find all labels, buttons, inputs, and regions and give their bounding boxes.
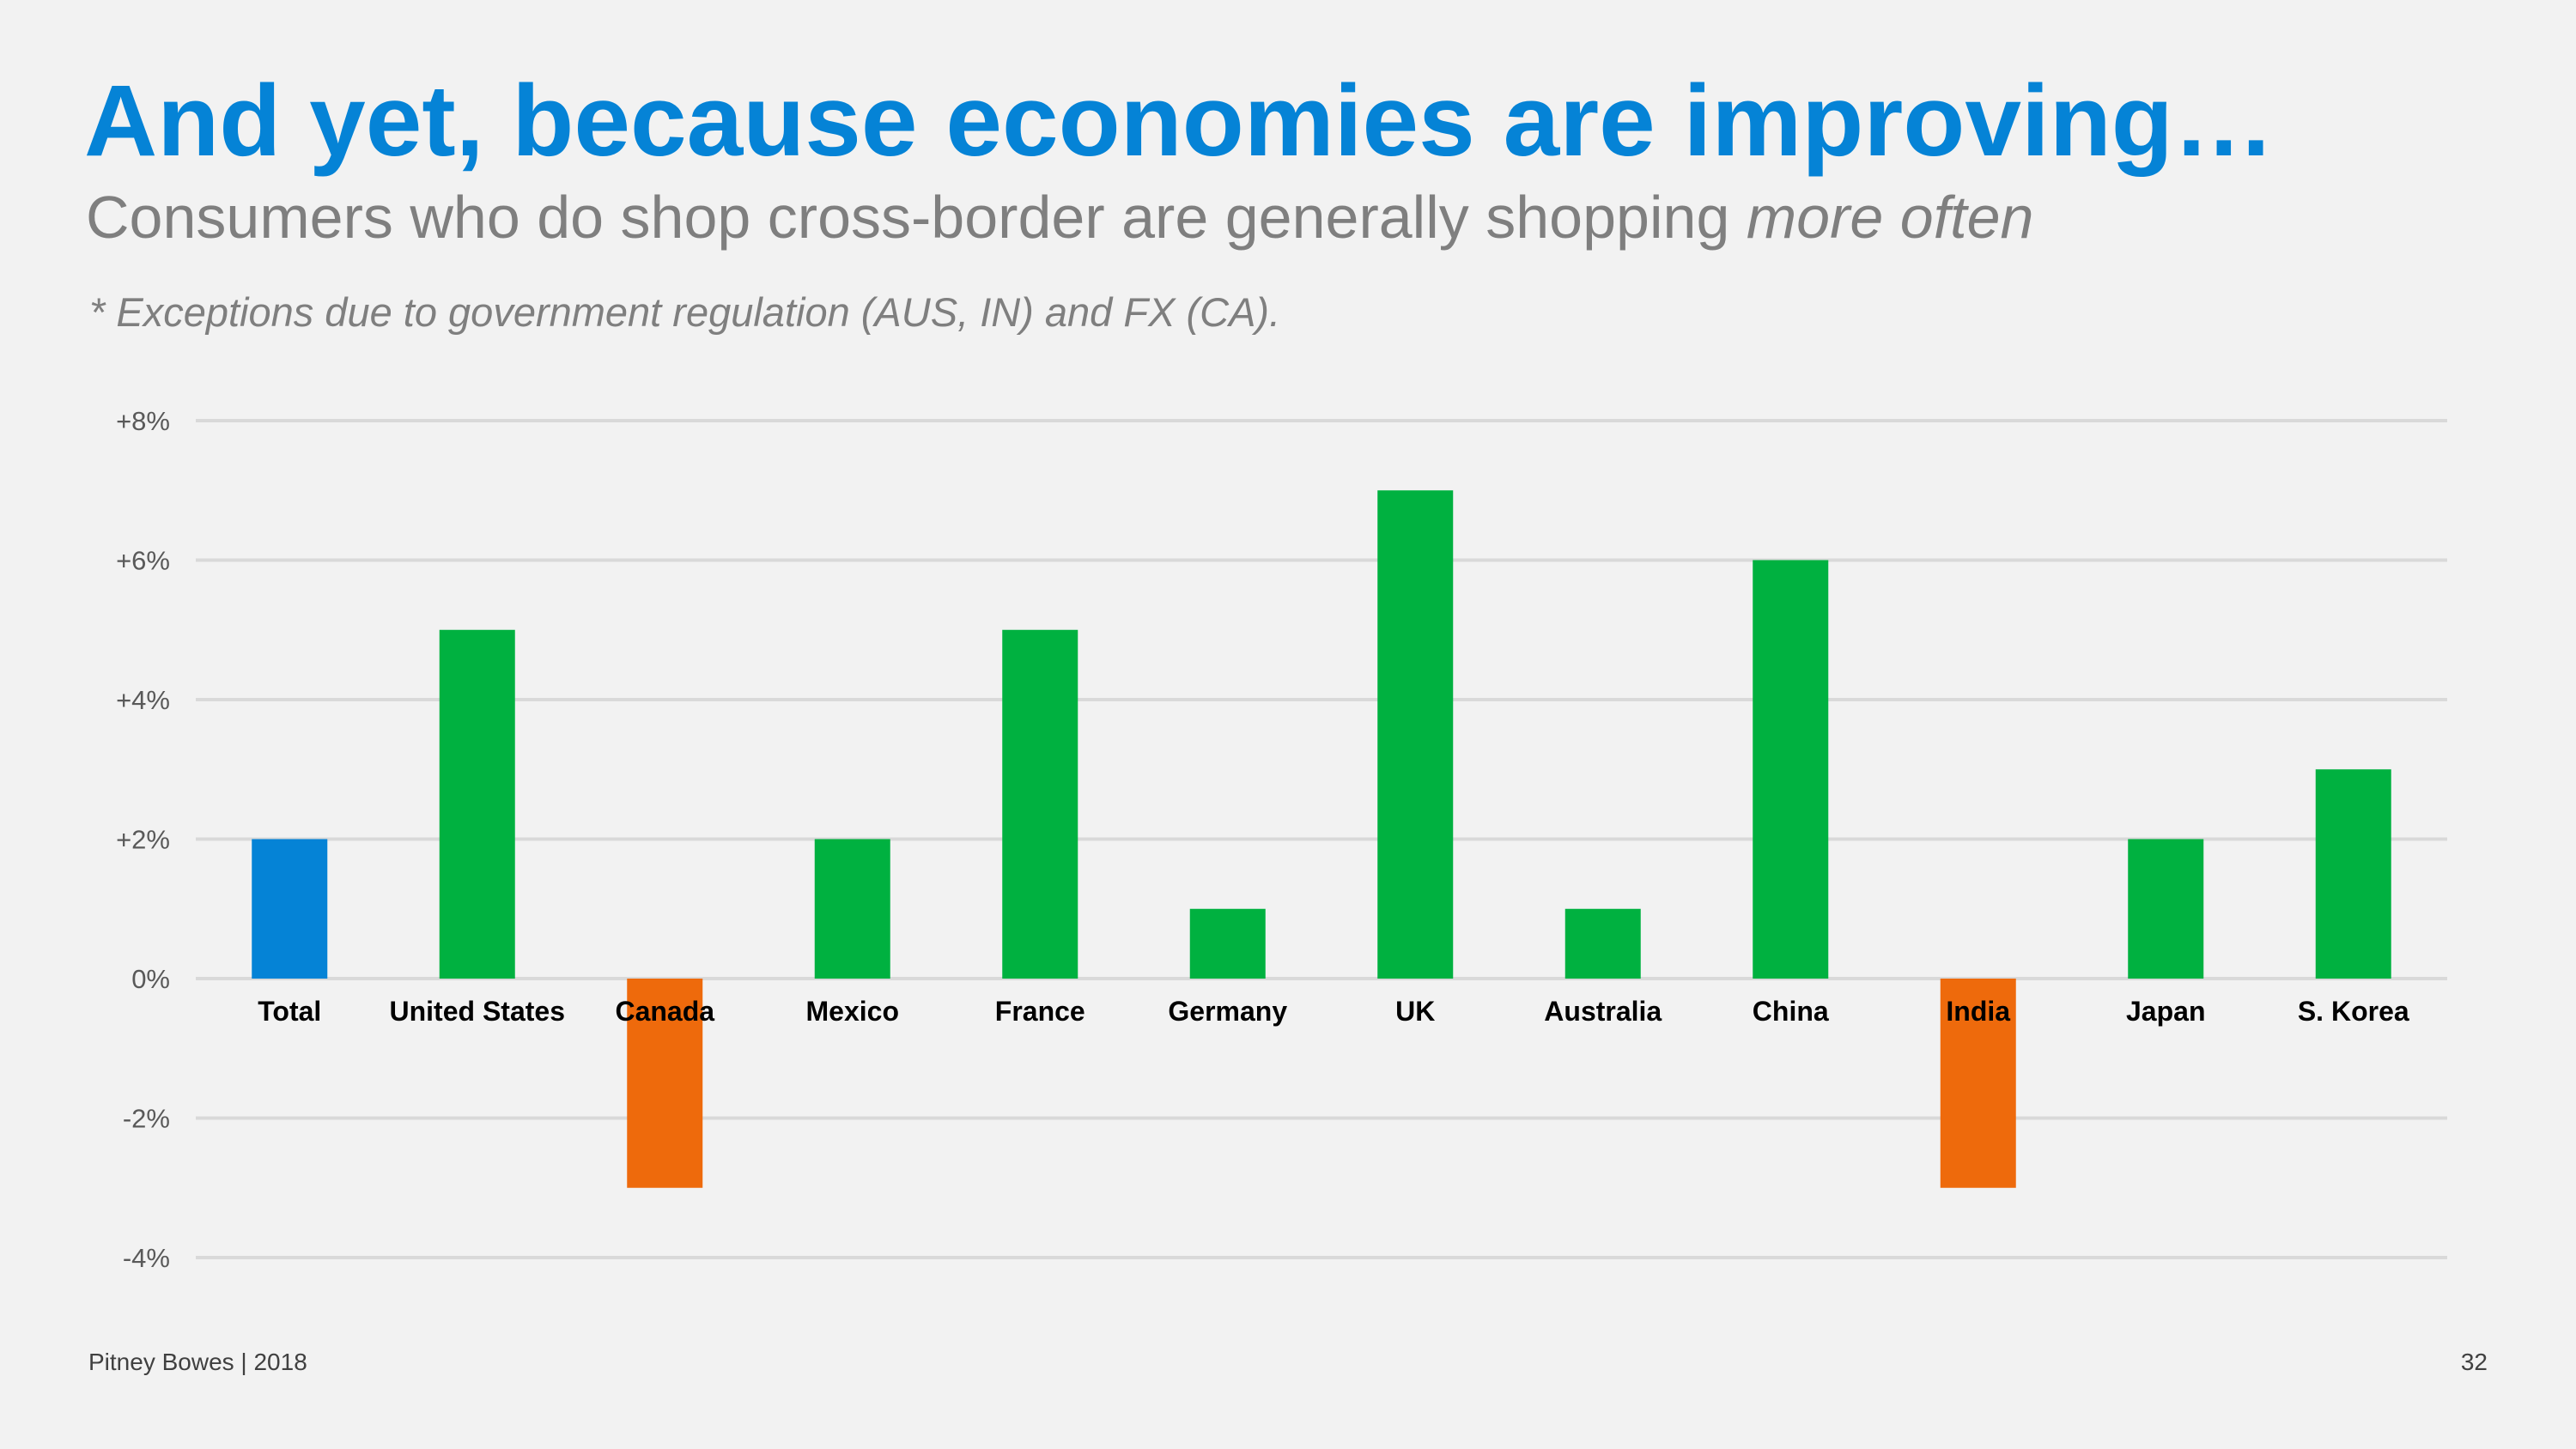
bar-mexico — [814, 839, 890, 979]
bar-australia — [1564, 908, 1641, 979]
page-number: 32 — [2460, 1349, 2488, 1375]
x-tick-label: UK — [1395, 996, 1435, 1027]
slide-title: And yet, because economies are improving… — [84, 64, 2275, 178]
x-tick-label: France — [995, 996, 1085, 1027]
x-tick-label: Japan — [2126, 996, 2205, 1027]
bar-germany — [1189, 908, 1266, 979]
bar-france — [1002, 629, 1078, 979]
bar-s-korea — [2315, 769, 2391, 979]
gridlines — [196, 419, 2447, 1259]
x-tick-label: Total — [258, 996, 321, 1027]
x-tick-label: United States — [390, 996, 565, 1027]
y-tick-label: +2% — [116, 825, 170, 855]
bar-uk — [1377, 490, 1454, 979]
bar-canada — [627, 979, 703, 1188]
footer-source: Pitney Bowes | 2018 — [88, 1349, 307, 1375]
y-tick-label: -2% — [123, 1104, 170, 1134]
y-tick-label: +8% — [116, 406, 170, 436]
exceptions-note: * Exceptions due to government regulatio… — [89, 289, 1281, 335]
y-tick-label: +6% — [116, 546, 170, 576]
x-tick-label: Germany — [1168, 996, 1287, 1027]
bar-india — [1940, 979, 2016, 1188]
x-tick-label: China — [1753, 996, 1829, 1027]
x-tick-label: Australia — [1544, 996, 1662, 1027]
y-axis-ticks: +8% +6% +4% +2% 0% -2% -4% — [116, 406, 170, 1273]
y-tick-label: +4% — [116, 685, 170, 715]
subtitle-emphasis: more often — [1746, 184, 2034, 251]
x-tick-label: S. Korea — [2298, 996, 2409, 1027]
x-tick-label: Canada — [615, 996, 714, 1027]
slide-subtitle: Consumers who do shop cross-border are g… — [86, 187, 2033, 247]
bars — [252, 490, 2391, 1188]
bar-japan — [2128, 839, 2204, 979]
subtitle-text: Consumers who do shop cross-border are g… — [86, 184, 1747, 251]
y-tick-label: 0% — [131, 964, 170, 994]
x-tick-label: India — [1946, 996, 2010, 1027]
y-tick-label: -4% — [123, 1243, 170, 1273]
x-tick-label: Mexico — [806, 996, 899, 1027]
bar-total — [252, 839, 328, 979]
bar-china — [1753, 560, 1829, 979]
x-axis-labels: Total United States Canada Mexico France Germ… — [258, 996, 2409, 1027]
bar-united-states — [439, 629, 515, 979]
